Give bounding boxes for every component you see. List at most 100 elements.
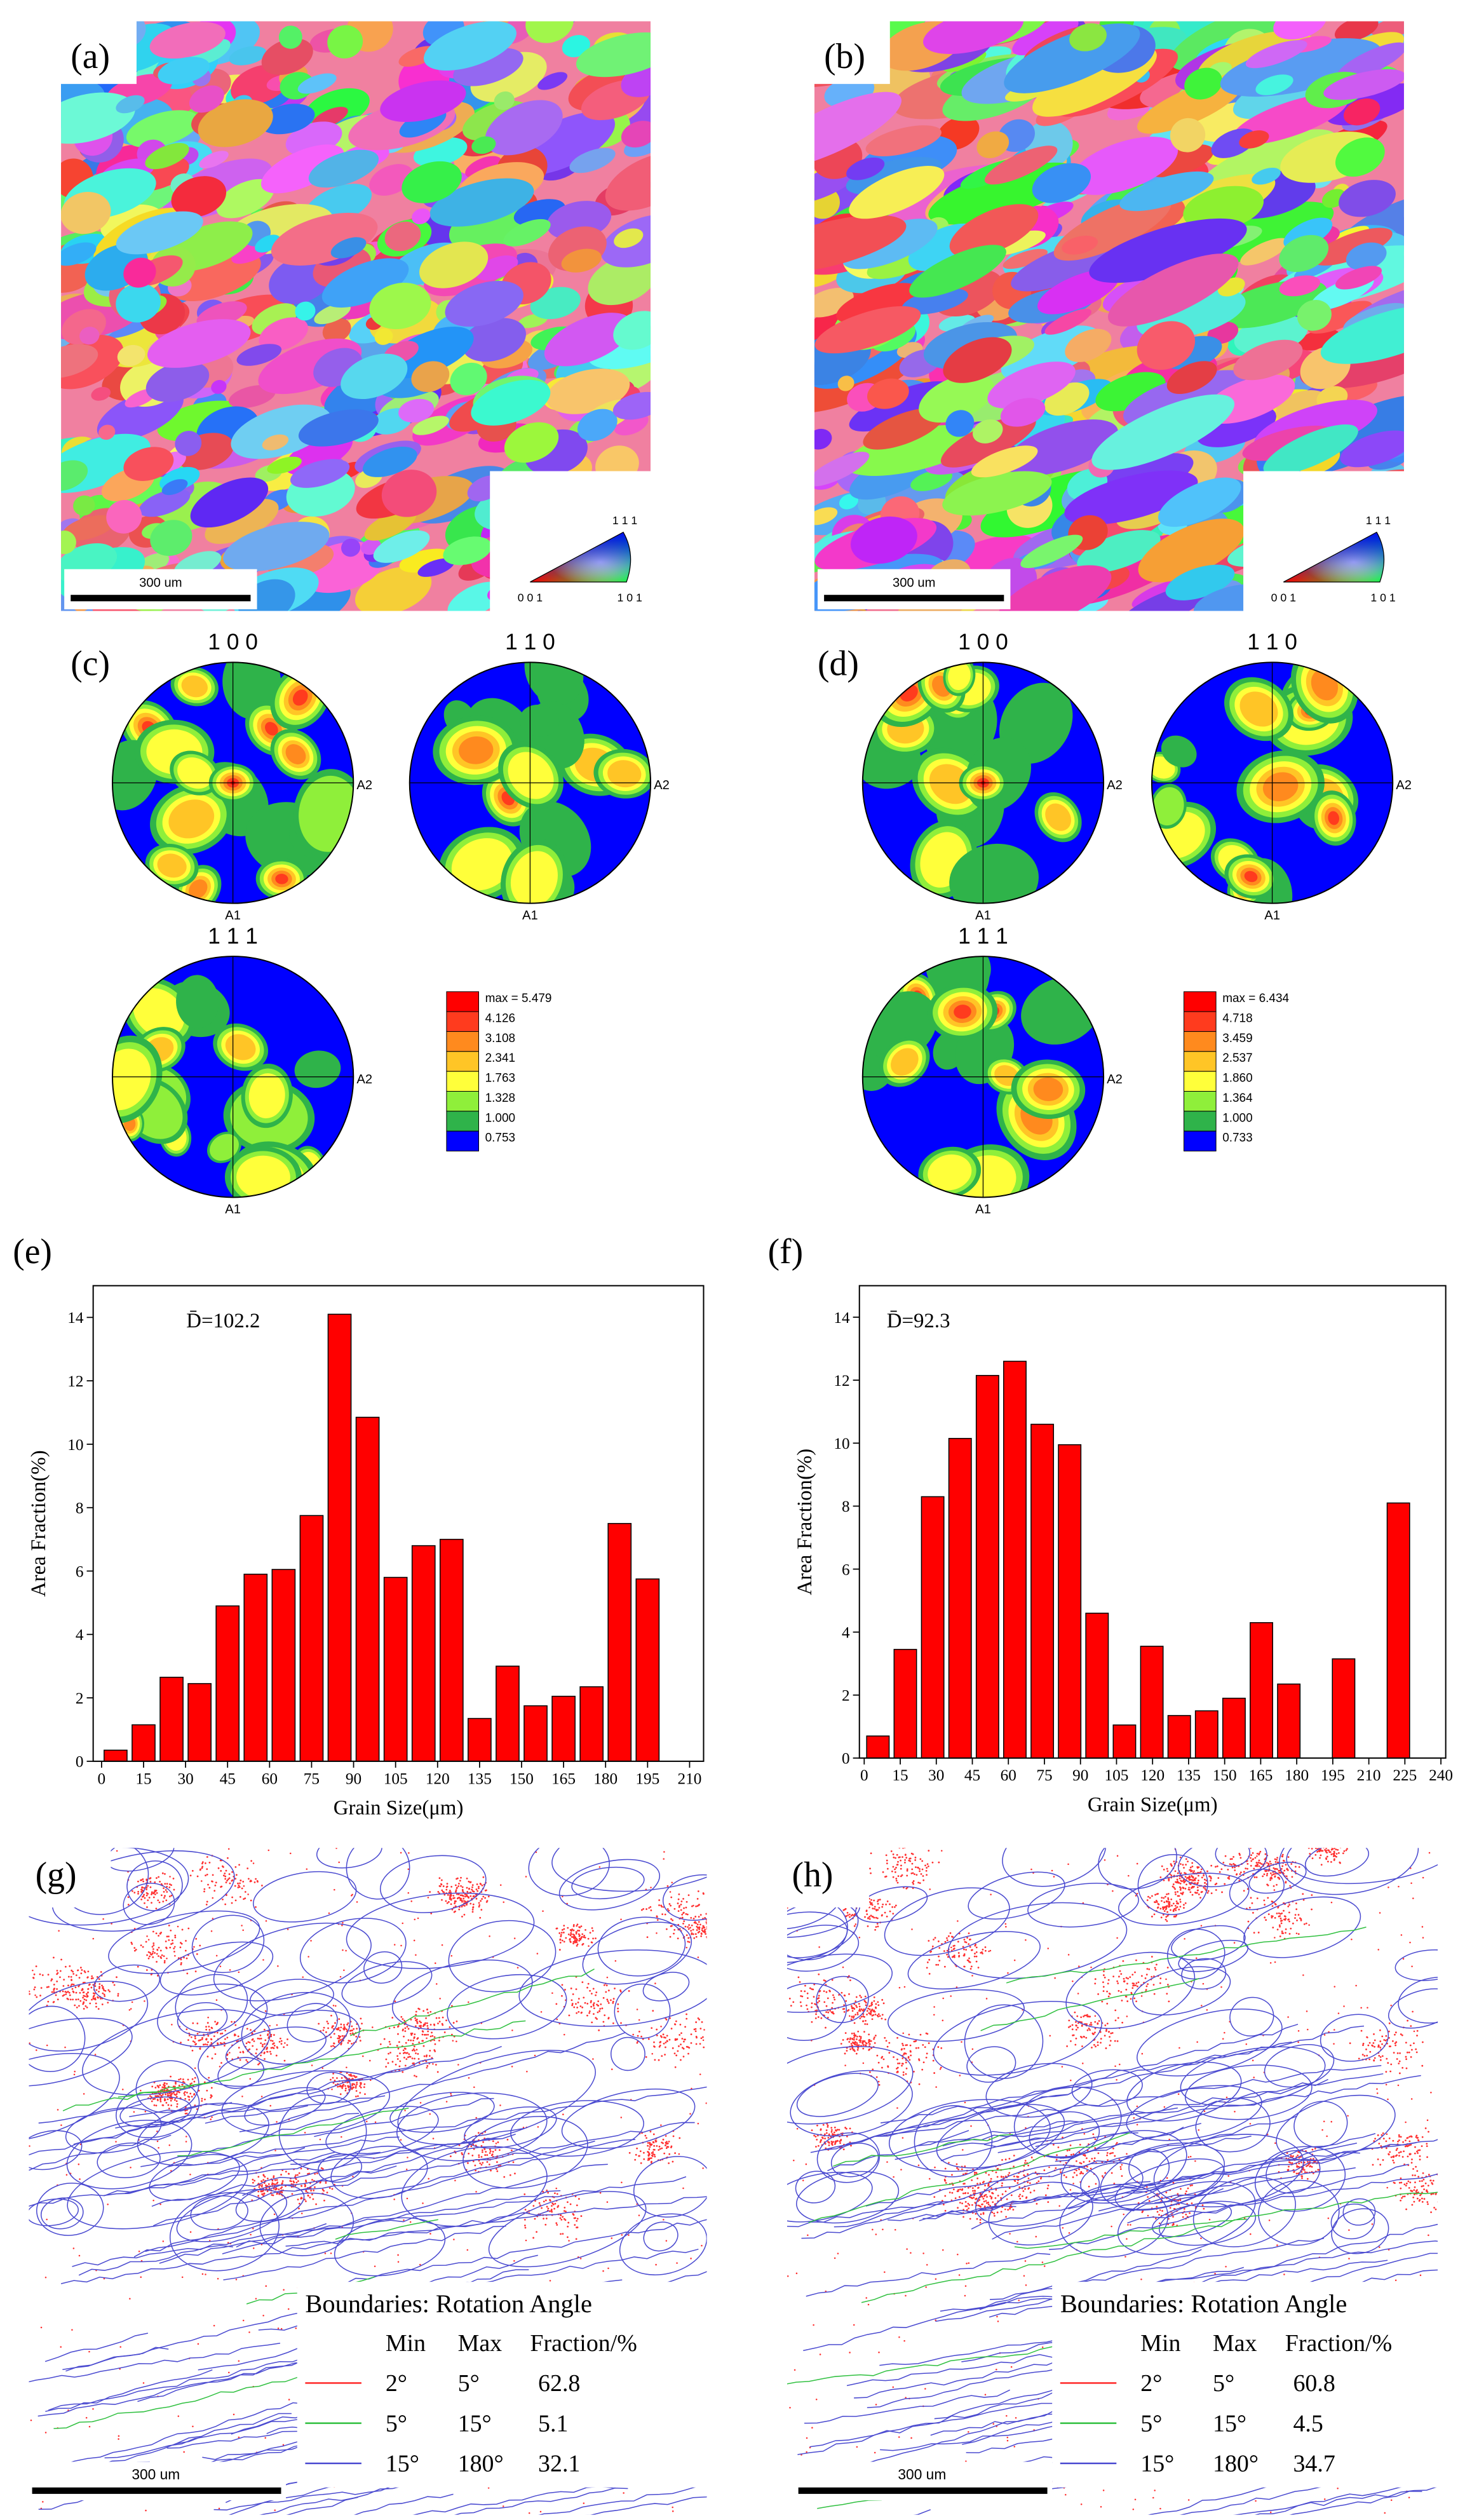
grain — [423, 21, 516, 71]
pole-title: 1 0 0 — [958, 630, 1008, 654]
x-tick-label: 195 — [1321, 1766, 1345, 1784]
ipf-corner-label: 1 1 1 — [612, 514, 637, 527]
grain — [919, 374, 995, 423]
boundary-line — [115, 2095, 386, 2129]
low-angle-point — [1207, 1890, 1210, 1892]
low-angle-point — [933, 2072, 936, 2074]
low-angle-point — [344, 2089, 347, 2092]
scale-bar-label: 300 um — [132, 2466, 180, 2483]
low-angle-point — [516, 1967, 519, 1968]
low-angle-point — [117, 1993, 119, 1995]
low-angle-point — [878, 2083, 881, 2086]
low-angle-point — [675, 2020, 677, 2022]
low-angle-point — [671, 1881, 673, 1884]
label-notch — [813, 19, 890, 85]
low-angle-point — [677, 2050, 679, 2052]
low-angle-point — [572, 1925, 575, 1927]
grain — [412, 416, 449, 435]
grain — [229, 385, 276, 409]
low-angle-point — [163, 2098, 166, 2100]
low-angle-point — [71, 1969, 73, 1972]
grain-boundary — [571, 1866, 645, 1900]
low-angle-point — [153, 1891, 155, 1893]
low-angle-point — [156, 1877, 158, 1880]
low-angle-point — [79, 1967, 82, 1969]
low-angle-point — [721, 1929, 723, 1931]
low-angle-point — [682, 1923, 684, 1925]
low-angle-point — [473, 1895, 475, 1897]
low-angle-point — [184, 2112, 187, 2115]
low-angle-point — [78, 1977, 81, 1979]
low-angle-point — [161, 1954, 163, 1956]
low-angle-point — [260, 2180, 263, 2183]
low-angle-point — [201, 1867, 203, 1869]
low-angle-point — [454, 1897, 456, 1899]
low-angle-point — [937, 2046, 940, 2049]
low-angle-point — [87, 1970, 90, 1973]
boundary-line — [73, 2058, 434, 2145]
low-angle-point — [661, 2036, 663, 2038]
low-angle-point — [267, 2183, 270, 2185]
bar — [1332, 1658, 1356, 1759]
low-angle-point — [482, 2151, 483, 2153]
legend-header: Fraction/% — [530, 2330, 637, 2357]
boundary-line — [29, 2045, 502, 2156]
low-angle-point — [208, 2026, 210, 2028]
intensity-blob — [177, 757, 213, 789]
grain-boundary — [29, 1981, 149, 2052]
low-angle-point — [717, 1925, 719, 1927]
intensity-blob — [294, 1050, 341, 1088]
low-angle-point — [874, 2036, 875, 2038]
x-tick-label: 210 — [677, 1770, 701, 1787]
low-angle-point — [60, 2124, 62, 2126]
low-angle-point — [649, 2146, 651, 2148]
low-angle-point — [265, 2285, 267, 2287]
x-tick-label: 150 — [1213, 1766, 1237, 1784]
low-angle-point — [649, 2144, 651, 2146]
low-angle-point — [247, 1893, 249, 1895]
low-angle-point — [361, 2022, 363, 2025]
low-angle-point — [412, 2048, 415, 2050]
low-angle-point — [875, 2076, 878, 2078]
low-angle-point — [78, 2005, 80, 2007]
low-angle-point — [696, 1923, 699, 1926]
low-angle-point — [366, 2120, 368, 2123]
low-angle-point — [163, 2082, 166, 2084]
grain — [909, 245, 1006, 298]
low-angle-point — [180, 1942, 183, 1945]
grain — [867, 378, 909, 409]
bar — [579, 1686, 604, 1762]
low-angle-point — [692, 1928, 694, 1931]
bar — [327, 1313, 352, 1762]
boundary-line — [175, 2413, 292, 2444]
low-angle-point — [194, 2067, 196, 2070]
intensity-blob — [519, 705, 560, 737]
boundary-line — [61, 2393, 332, 2466]
low-angle-point — [561, 1928, 564, 1931]
low-angle-point — [496, 2168, 497, 2171]
low-angle-point — [1192, 1887, 1194, 1888]
low-angle-point — [696, 1925, 698, 1928]
low-angle-point — [210, 2095, 213, 2097]
low-angle-point — [479, 1916, 482, 1919]
low-angle-point — [407, 2028, 410, 2030]
low-angle-point — [212, 1874, 214, 1876]
grain-boundary — [518, 1949, 707, 2027]
intensity-blob — [1152, 787, 1184, 826]
low-angle-point — [127, 1896, 130, 1899]
boundary-line — [239, 2032, 626, 2132]
low-angle-point — [886, 2045, 889, 2048]
low-angle-point — [94, 1998, 97, 2001]
low-angle-point — [1426, 2143, 1428, 2145]
low-angle-point — [610, 1999, 612, 2002]
low-angle-point — [353, 2028, 355, 2030]
low-angle-point — [168, 1895, 171, 1897]
low-angle-point — [464, 1905, 466, 1907]
scale-bar — [71, 595, 251, 602]
low-angle-point — [623, 2492, 624, 2494]
low-angle-point — [186, 1972, 189, 1975]
low-angle-point — [86, 2006, 88, 2009]
low-angle-point — [478, 1904, 481, 1906]
grain — [116, 283, 161, 323]
low-angle-point — [429, 2113, 431, 2115]
